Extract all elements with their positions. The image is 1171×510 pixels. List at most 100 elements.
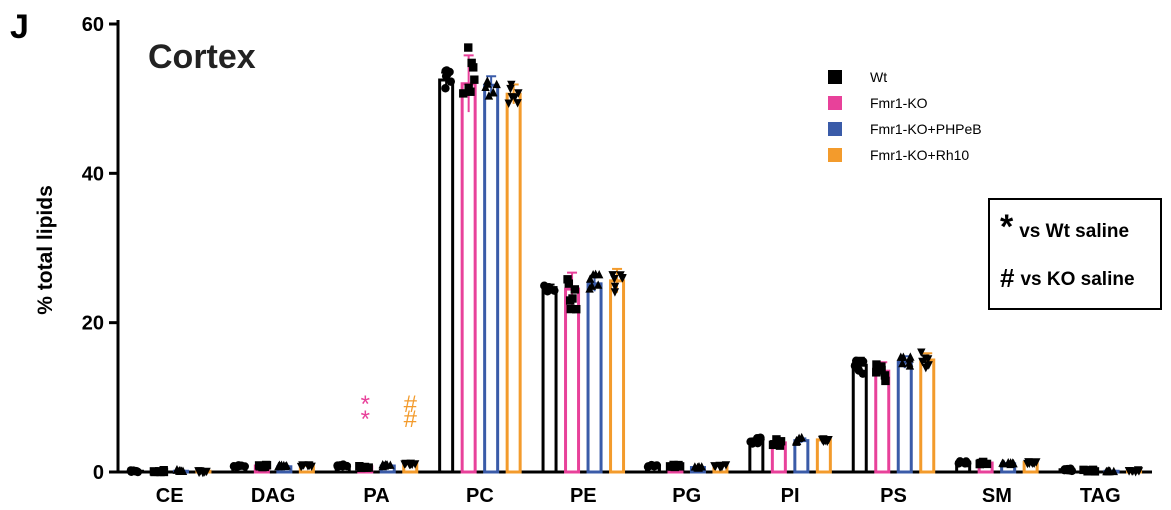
- data-point: [982, 459, 992, 469]
- data-point: [441, 84, 450, 93]
- data-point: [563, 275, 572, 284]
- y-tick-label: 60: [82, 14, 104, 36]
- data-point: [572, 304, 581, 314]
- data-point: [715, 461, 724, 471]
- data-point: [565, 296, 575, 305]
- data-point: [819, 435, 828, 444]
- x-tick-label: PA: [363, 485, 389, 507]
- data-point: [360, 462, 370, 472]
- data-point: [464, 83, 473, 93]
- significance-legend: * vs Wt saline # vs KO saline: [988, 198, 1162, 310]
- data-point: [232, 462, 241, 471]
- data-point: [504, 99, 513, 108]
- y-tick-label: 0: [93, 462, 104, 484]
- data-point: [507, 80, 516, 90]
- x-tick-label: PS: [880, 485, 907, 507]
- data-point: [154, 467, 164, 476]
- bar: [919, 358, 936, 474]
- data-point: [446, 77, 455, 86]
- x-tick-label: PC: [466, 485, 494, 507]
- data-point: [544, 285, 553, 294]
- data-point: [566, 304, 575, 314]
- y-axis-label: % total lipids: [34, 185, 57, 315]
- sig-row-ko: # vs KO saline: [1000, 263, 1135, 293]
- data-point: [872, 360, 881, 369]
- data-point: [481, 82, 490, 92]
- x-tick-label: SM: [982, 485, 1012, 507]
- data-point: [255, 462, 264, 471]
- data-point: [694, 461, 704, 471]
- data-point: [1024, 458, 1033, 467]
- data-point: [484, 91, 494, 100]
- data-point: [174, 466, 184, 475]
- legend-item-phpeb: Fmr1-KO+PHPeB: [828, 116, 982, 142]
- legend-item-rh10: Fmr1-KO+Rh10: [828, 142, 982, 168]
- legend-swatch-phpeb: [828, 122, 842, 136]
- data-point: [917, 348, 926, 357]
- significance-mark: *: [361, 406, 370, 433]
- data-point: [198, 468, 208, 478]
- bar: [460, 82, 477, 474]
- bar: [564, 287, 581, 474]
- data-point: [470, 75, 479, 84]
- bar: [505, 92, 522, 474]
- bar: [586, 282, 603, 474]
- legend-label-rh10: Fmr1-KO+Rh10: [870, 147, 970, 163]
- data-point: [960, 459, 970, 468]
- data-point: [669, 460, 678, 470]
- data-point: [492, 79, 501, 89]
- data-point: [279, 460, 289, 470]
- legend-label-fmr1-ko: Fmr1-KO: [870, 95, 928, 111]
- data-point: [976, 458, 985, 468]
- legend-label-phpeb: Fmr1-KO+PHPeB: [870, 121, 982, 137]
- data-point: [355, 461, 364, 471]
- data-point: [459, 89, 468, 98]
- y-tick-label: 40: [82, 163, 104, 185]
- x-tick-label: CE: [156, 485, 184, 507]
- data-point: [794, 433, 804, 442]
- data-point: [386, 460, 395, 469]
- data-point: [647, 460, 656, 470]
- x-tick-label: TAG: [1080, 485, 1121, 507]
- data-point: [618, 274, 627, 283]
- data-point: [483, 76, 492, 85]
- data-point: [1102, 466, 1111, 476]
- bar: [609, 279, 626, 474]
- bar: [438, 78, 455, 474]
- data-point: [507, 93, 516, 102]
- significance-mark: #: [404, 406, 418, 433]
- significance-mark: *: [361, 391, 370, 418]
- data-point: [443, 69, 452, 78]
- data-point: [753, 437, 763, 446]
- data-point: [401, 459, 410, 469]
- data-point: [608, 271, 617, 280]
- chart-title: Cortex: [148, 38, 256, 76]
- legend-swatch-wt: [828, 70, 842, 84]
- legend-swatch-rh10: [828, 148, 842, 162]
- legend-item-wt: Wt: [828, 64, 982, 90]
- data-point: [513, 99, 522, 108]
- data-point: [585, 274, 595, 283]
- data-point: [570, 285, 580, 294]
- x-tick-label: DAG: [251, 485, 295, 507]
- data-point: [587, 281, 597, 290]
- data-point: [881, 376, 890, 386]
- data-point: [610, 288, 620, 297]
- x-tick-label: PG: [672, 485, 701, 507]
- hash-symbol: #: [1000, 263, 1015, 293]
- data-point: [240, 462, 250, 471]
- data-point: [149, 467, 159, 476]
- data-point: [133, 467, 143, 477]
- data-point: [774, 438, 784, 447]
- data-point: [769, 440, 778, 449]
- data-point: [924, 361, 933, 370]
- bar: [851, 363, 868, 474]
- bar: [874, 369, 891, 474]
- sig-text-wt: vs Wt saline: [1019, 221, 1130, 242]
- data-point: [721, 461, 731, 470]
- bar: [483, 83, 500, 474]
- data-point: [954, 459, 963, 468]
- sig-text-ko: vs KO saline: [1020, 269, 1135, 290]
- data-point: [1063, 466, 1072, 475]
- data-point: [610, 282, 620, 292]
